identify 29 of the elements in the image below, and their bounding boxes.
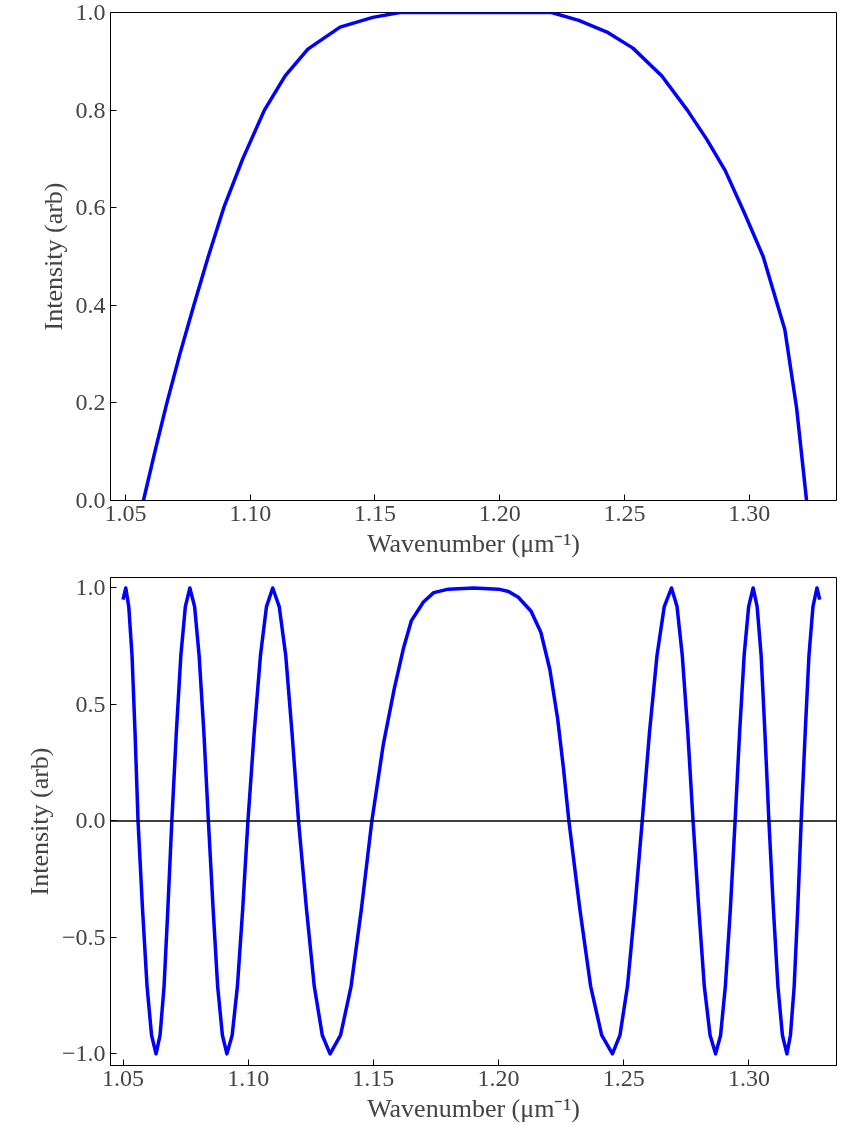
y-tick-label: 0.4 <box>75 291 106 318</box>
x-tick-label: 1.30 <box>727 1064 770 1091</box>
x-tick-label: 1.15 <box>353 499 396 526</box>
y-tick-label: 0.8 <box>75 96 106 123</box>
line-series <box>141 12 809 501</box>
x-tick-label: 1.30 <box>728 499 771 526</box>
y-tick-label: 0.0 <box>75 487 106 513</box>
line-series <box>121 586 822 1056</box>
x-axis-title: Wavenumber (μm⁻¹) <box>367 1093 580 1123</box>
y-tick-label: −1.0 <box>61 1040 106 1067</box>
y-tick-label: 1.0 <box>75 0 106 25</box>
x-tick-label: 1.05 <box>104 499 147 526</box>
x-tick-label: 1.05 <box>102 1064 145 1091</box>
y-tick-label: −0.5 <box>61 923 106 950</box>
y-axis-title: Intensity (arb) <box>24 747 54 896</box>
x-tick-label: 1.25 <box>602 1064 645 1091</box>
y-tick-label: 0.6 <box>75 194 106 221</box>
x-tick-label: 1.10 <box>229 499 272 526</box>
y-axis-title: Intensity (arb) <box>38 182 68 331</box>
x-tick-label: 1.15 <box>352 1064 395 1091</box>
y-tick-label: 0.2 <box>75 389 106 416</box>
x-tick-label: 1.25 <box>603 499 646 526</box>
x-tick-label: 1.10 <box>227 1064 270 1091</box>
x-tick-label: 1.20 <box>477 1064 520 1091</box>
y-tick-label: 0.0 <box>75 807 106 834</box>
y-tick-label: 0.5 <box>75 690 106 717</box>
y-tick-label: 1.0 <box>75 574 106 601</box>
x-axis-title: Wavenumber (μm⁻¹) <box>367 528 580 558</box>
x-tick-label: 1.20 <box>478 499 521 526</box>
